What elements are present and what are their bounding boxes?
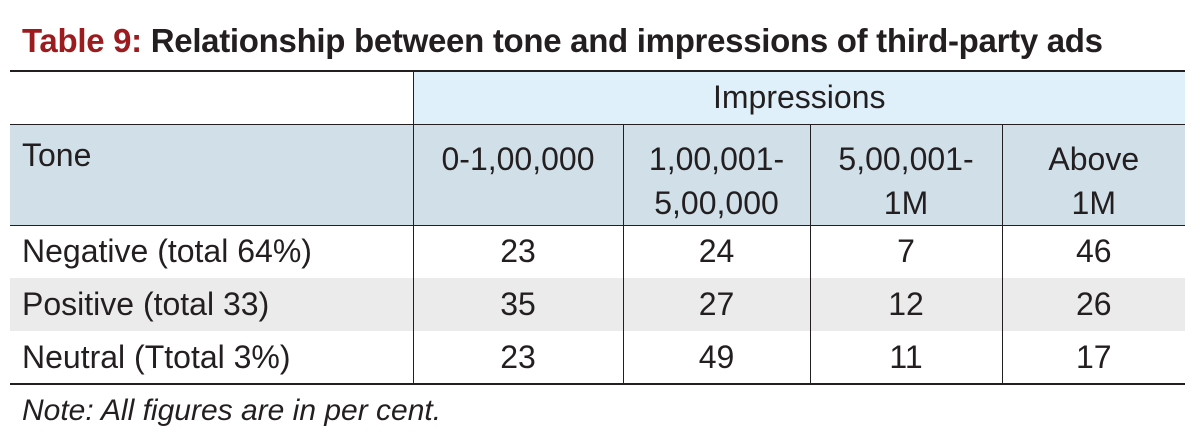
table-cell: 7 — [810, 225, 1003, 278]
table-row: Neutral (Ttotal 3%) 23 49 11 17 — [10, 331, 1185, 384]
table-row: Negative (total 64%) 23 24 7 46 — [10, 225, 1185, 278]
impressions-header: Impressions — [413, 71, 1185, 124]
column-header-line: 1M — [883, 184, 929, 221]
column-header-line: 1,00,001- — [648, 140, 785, 177]
table-cell: 26 — [1002, 278, 1185, 331]
table-cell: 27 — [623, 278, 811, 331]
tone-header: Tone — [10, 124, 414, 225]
table-cell: 35 — [413, 278, 624, 331]
table-cell: 23 — [413, 225, 624, 278]
blank-header-cell — [10, 71, 414, 124]
data-table: Impressions Tone 0-1,00,000 1,00,001- 5,… — [10, 70, 1185, 385]
table-cell: 11 — [810, 331, 1003, 384]
column-header: 1,00,001- 5,00,000 — [623, 124, 811, 225]
column-header-line: 5,00,001- — [838, 140, 974, 177]
row-label: Positive (total 33) — [10, 278, 414, 331]
table-cell: 24 — [623, 225, 811, 278]
table-cell: 12 — [810, 278, 1003, 331]
table-cell: 49 — [623, 331, 811, 384]
group-header-row: Impressions — [10, 71, 1185, 124]
column-header-line: Above — [1048, 140, 1140, 177]
row-label: Negative (total 64%) — [10, 225, 414, 278]
column-header: 0-1,00,000 — [413, 124, 624, 225]
row-label: Neutral (Ttotal 3%) — [10, 331, 414, 384]
table-caption: Relationship between tone and impression… — [150, 22, 1103, 59]
column-header-row: Tone 0-1,00,000 1,00,001- 5,00,000 5,00,… — [10, 124, 1185, 225]
table-number: Table 9: — [22, 22, 142, 59]
column-header-line: 5,00,000 — [654, 184, 779, 221]
column-header: 5,00,001- 1M — [810, 124, 1003, 225]
table-cell: 23 — [413, 331, 624, 384]
column-header-line: 0-1,00,000 — [441, 140, 595, 177]
table-cell: 46 — [1075, 233, 1112, 270]
column-header-line: 1M — [1071, 184, 1116, 221]
table-cell: 17 — [1075, 338, 1112, 375]
column-header: Above 1M — [1002, 124, 1185, 225]
table-note: Note: All figures are in per cent. — [22, 394, 442, 427]
table-row: Positive (total 33) 35 27 12 26 — [10, 278, 1185, 331]
table-title: Table 9: Relationship between tone and i… — [22, 22, 1103, 60]
